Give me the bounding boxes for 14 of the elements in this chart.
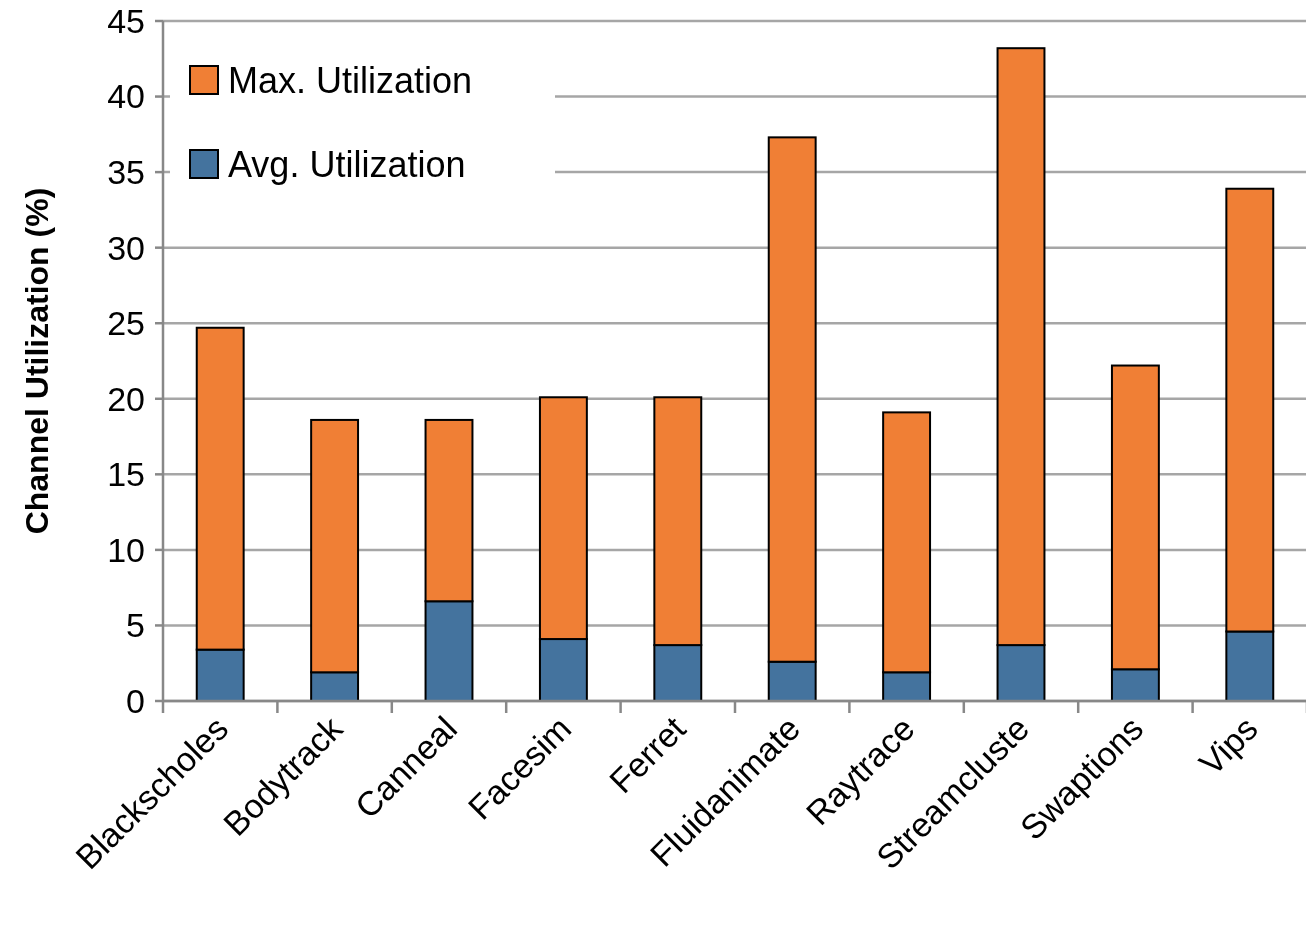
x-tick-label: Vips: [1191, 709, 1265, 783]
legend-label: Max. Utilization: [228, 59, 473, 101]
y-tick-label: 10: [107, 530, 145, 569]
y-tick-label: 15: [107, 455, 145, 494]
y-tick-label: 25: [107, 304, 145, 343]
y-tick-label: 40: [107, 77, 145, 116]
y-tick-label: 30: [107, 228, 145, 267]
y-tick-label: 35: [107, 153, 145, 192]
y-tick-label: 0: [126, 681, 145, 720]
y-axis-title: Channel Utilization (%): [19, 187, 55, 535]
y-tick-label: 20: [107, 379, 145, 418]
y-tick-label: 5: [126, 606, 145, 645]
legend-label: Avg. Utilization: [228, 143, 466, 185]
y-tick-label: 45: [107, 1, 145, 40]
